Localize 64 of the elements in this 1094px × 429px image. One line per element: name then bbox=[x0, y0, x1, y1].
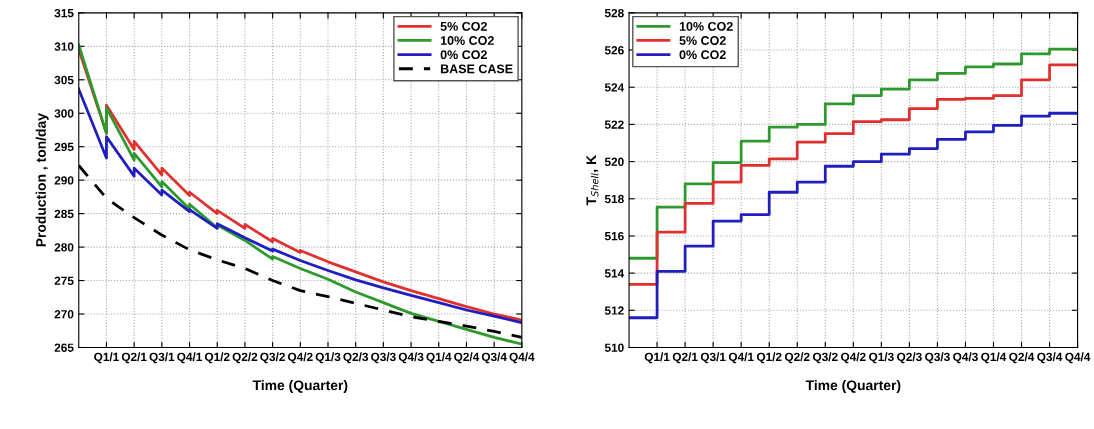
legend-label: 5% CO2 bbox=[440, 21, 487, 31]
x-tick-label: Q1/4 bbox=[426, 352, 452, 364]
legend-label: 0% CO2 bbox=[679, 50, 726, 60]
x-tick-label: Q3/2 bbox=[812, 352, 838, 364]
legend-label: 0% CO2 bbox=[440, 50, 487, 60]
y-tick-label: 518 bbox=[604, 194, 624, 204]
y-tick-label: 524 bbox=[604, 83, 625, 92]
y-tick-label: 305 bbox=[54, 75, 74, 85]
y-tick-label: 510 bbox=[604, 343, 624, 352]
x-tick-label: Q1/1 bbox=[644, 352, 670, 364]
x-axis-title: Time (Quarter) bbox=[805, 380, 901, 393]
y-tick-label: 285 bbox=[54, 209, 74, 219]
x-tick-label: Q2/4 bbox=[1009, 352, 1035, 364]
y-axis-title: Production , ton/day bbox=[35, 113, 49, 247]
y-tick-label: 275 bbox=[54, 276, 74, 285]
x-tick-label: Q4/3 bbox=[398, 352, 424, 364]
y-tick-label: 526 bbox=[604, 46, 624, 55]
x-tick-label: Q1/1 bbox=[94, 352, 119, 364]
y-tick-label: 528 bbox=[604, 8, 624, 18]
x-tick-label: Q4/3 bbox=[953, 352, 978, 364]
y-tick-label: 522 bbox=[604, 120, 624, 129]
x-tick-label: Q3/3 bbox=[925, 352, 950, 364]
x-tick-label: Q4/1 bbox=[177, 352, 202, 364]
x-tick-label: Q1/3 bbox=[869, 352, 894, 364]
legend-label: 10% CO2 bbox=[440, 36, 494, 45]
y-tick-label: 265 bbox=[54, 343, 74, 352]
x-tick-label: Q3/3 bbox=[371, 352, 396, 364]
y-tick-label: 300 bbox=[54, 109, 74, 118]
y-tick-label: 512 bbox=[604, 306, 624, 315]
x-tick-label: Q4/2 bbox=[287, 352, 313, 364]
legend-label: 10% CO2 bbox=[679, 21, 733, 31]
legend-label: 5% CO2 bbox=[679, 36, 726, 45]
y-tick-label: 315 bbox=[54, 8, 74, 18]
x-tick-label: Q2/2 bbox=[232, 352, 258, 364]
x-tick-label: Q4/1 bbox=[728, 352, 754, 364]
x-tick-label: Q1/2 bbox=[204, 352, 230, 364]
y-axis-title: T$_{Shell}$, K bbox=[586, 155, 599, 206]
legend-label: BASE CASE bbox=[440, 64, 513, 74]
y-tick-label: 290 bbox=[54, 176, 74, 185]
x-tick-label: Q1/3 bbox=[315, 352, 341, 364]
x-tick-label: Q2/3 bbox=[897, 352, 922, 364]
x-tick-label: Q3/4 bbox=[481, 352, 507, 364]
x-tick-label: Q4/4 bbox=[509, 352, 535, 364]
y-tick-label: 280 bbox=[54, 243, 74, 252]
x-tick-label: Q1/4 bbox=[981, 352, 1007, 364]
y-tick-label: 310 bbox=[54, 42, 74, 51]
x-tick-label: Q2/3 bbox=[343, 352, 369, 364]
x-tick-label: Q4/2 bbox=[841, 352, 866, 364]
x-axis-title: Time (Quarter) bbox=[252, 380, 348, 393]
x-tick-label: Q3/1 bbox=[700, 352, 726, 364]
x-tick-label: Q3/1 bbox=[149, 352, 175, 364]
x-tick-label: Q2/2 bbox=[784, 352, 810, 364]
x-tick-label: Q2/4 bbox=[454, 352, 480, 364]
y-tick-label: 270 bbox=[54, 310, 74, 319]
x-tick-label: Q3/4 bbox=[1037, 352, 1063, 364]
x-tick-label: Q2/1 bbox=[672, 352, 698, 364]
y-tick-label: 520 bbox=[604, 157, 624, 166]
y-tick-label: 514 bbox=[604, 269, 625, 278]
y-tick-label: 295 bbox=[54, 142, 74, 152]
y-tick-label: 516 bbox=[604, 231, 624, 241]
x-tick-label: Q3/2 bbox=[260, 352, 285, 364]
x-tick-label: Q2/1 bbox=[121, 352, 147, 364]
x-tick-label: Q1/2 bbox=[756, 352, 782, 364]
x-tick-label: Q4/4 bbox=[1065, 352, 1091, 364]
